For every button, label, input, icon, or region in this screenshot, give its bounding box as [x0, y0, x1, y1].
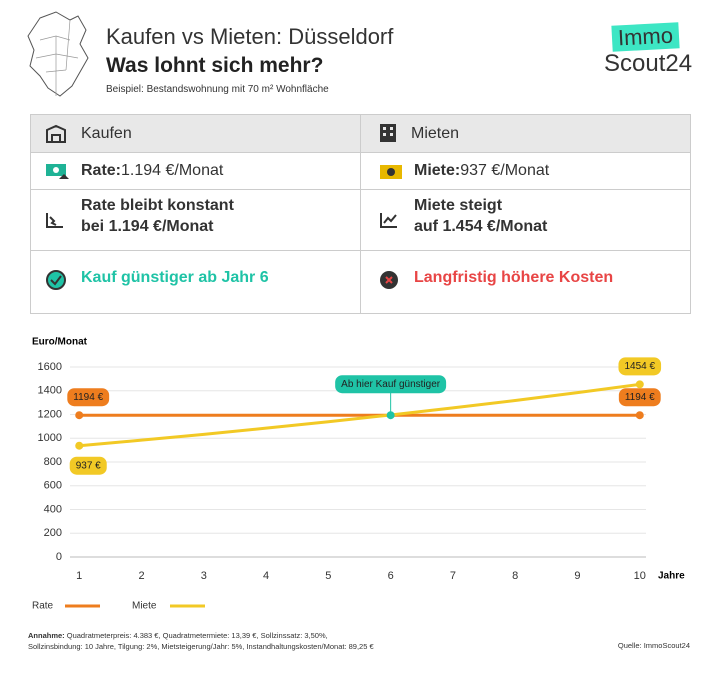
trend-icon [380, 213, 397, 228]
assumption-text: Quadratmeterpreis: 4.383 €, Quadratmeter… [64, 631, 328, 640]
cell: Kauf günstiger ab Jahr 6 [81, 269, 269, 286]
y-tick-label: 0 [56, 551, 62, 563]
y-tick-label: 200 [44, 527, 62, 539]
value-label-bg [67, 388, 110, 407]
value-label-text: 1454 € [624, 361, 655, 372]
annotation-text: Ab hier Kauf günstiger [341, 379, 441, 390]
annotation-bg [335, 375, 447, 394]
x-tick-label: 6 [388, 570, 394, 582]
cell: Miete steigt auf 1.454 €/Monat [414, 195, 547, 237]
x-tick-label: 3 [201, 570, 207, 582]
cell-text: 1.194 €/Monat [121, 161, 224, 179]
logo-bottom: Scout24 [604, 50, 693, 77]
cell-line: Rate bleibt konstant [81, 197, 234, 214]
cell: Rate bleibt konstant bei 1.194 €/Monat [81, 195, 234, 237]
cell: Miete: 937 €/Monat [414, 152, 549, 189]
legend-label: Miete [132, 601, 157, 612]
map-icon [27, 11, 89, 97]
point [635, 411, 644, 420]
x-tick-label: 4 [263, 570, 269, 582]
cell-line: bei 1.194 €/Monat [81, 218, 214, 235]
col-header: Kaufen [81, 124, 132, 142]
cell: Langfristig höhere Kosten [414, 269, 614, 286]
cell-bold: Miete: [414, 161, 461, 179]
value-label-bg [618, 388, 661, 407]
money-icon [380, 165, 402, 179]
subtitle: Was lohnt sich mehr? [106, 54, 324, 77]
source: Quelle: ImmoScout24 [617, 641, 690, 650]
point [75, 441, 84, 450]
y-tick-label: 1600 [38, 361, 62, 373]
y-tick-label: 400 [44, 503, 62, 515]
annotation-point [386, 411, 395, 420]
assumption-label: Annahme: [28, 631, 65, 640]
logo-top: Immo [611, 22, 680, 52]
flat-icon [46, 213, 63, 228]
cell-bold: Rate: [81, 161, 122, 179]
x-tick-label: 5 [325, 570, 331, 582]
cross-icon [380, 271, 398, 289]
assumption-text: Sollzinsbindung: 10 Jahre, Tilgung: 2%, … [28, 642, 374, 651]
cell: Rate: 1.194 €/Monat [81, 152, 223, 189]
note: Beispiel: Bestandswohnung mit 70 m² Wohn… [106, 84, 329, 95]
point [635, 380, 644, 389]
col-header: Mieten [411, 124, 460, 142]
y-tick-label: 1200 [38, 408, 62, 420]
y-tick-label: 800 [44, 456, 62, 468]
value-label: 1194 € [618, 388, 661, 407]
chart: Euro/Monat Jahre 02004006008001000120014… [32, 337, 685, 612]
value-label-text: 1194 € [625, 392, 655, 403]
x-tick-label: 7 [450, 570, 456, 582]
value-label-text: 1194 € [73, 392, 103, 403]
point [75, 411, 84, 420]
title: Kaufen vs Mieten: Düsseldorf [106, 24, 394, 49]
legend-label: Rate [32, 601, 54, 612]
table: Kaufen Mieten Rate: 1.194 €/Monat Miete:… [30, 114, 691, 314]
series-line [79, 382, 640, 448]
x-axis-label: Jahre [658, 571, 685, 582]
house-icon [46, 124, 66, 143]
footer-assumption: Annahme: Quadratmeterpreis: 4.383 €, Qua… [28, 630, 448, 652]
col-line [360, 115, 361, 313]
value-label-bg [618, 357, 662, 376]
x-tick-label: 9 [574, 570, 580, 582]
cell-line: auf 1.454 €/Monat [414, 218, 548, 235]
y-tick-label: 1000 [38, 432, 62, 444]
value-label-text: 937 € [76, 460, 101, 471]
cell-text: 937 €/Monat [460, 161, 550, 179]
building-icon [380, 124, 396, 142]
value-label-bg [69, 456, 107, 475]
value-label: 1454 € [618, 357, 662, 376]
x-tick-label: 1 [76, 570, 82, 582]
check-icon [46, 270, 66, 290]
y-axis-label: Euro/Monat [32, 337, 88, 348]
cell-line: Miete steigt [414, 197, 503, 214]
y-tick-label: 600 [44, 480, 62, 492]
x-tick-label: 8 [512, 570, 518, 582]
money-icon [46, 164, 69, 179]
x-tick-label: 2 [138, 570, 144, 582]
x-tick-label: 10 [634, 570, 646, 582]
value-label: 1194 € [67, 388, 110, 407]
value-label: 937 € [69, 456, 107, 475]
annotation: Ab hier Kauf günstiger [335, 375, 447, 394]
y-tick-label: 1400 [38, 385, 62, 397]
